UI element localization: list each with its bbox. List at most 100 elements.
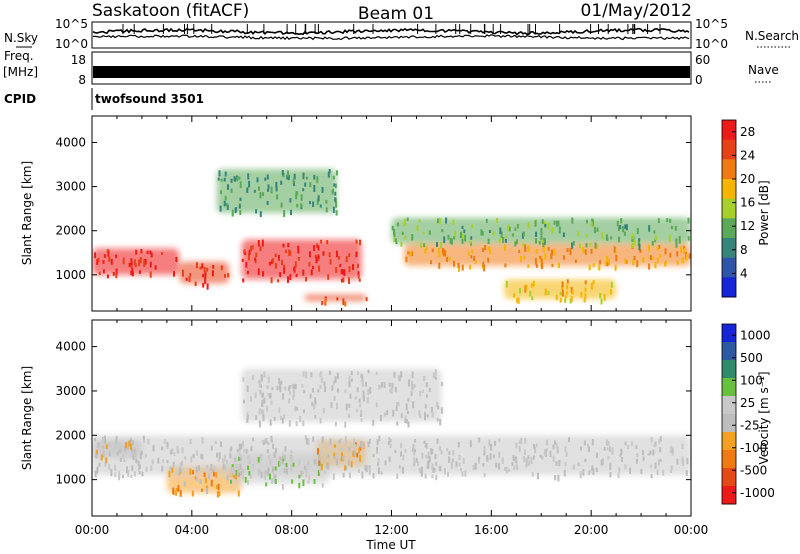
- speck-vel: [563, 469, 566, 477]
- speck-vel: [531, 472, 534, 477]
- speck-power: [288, 249, 291, 257]
- speck-power: [593, 227, 596, 234]
- speck-vel: [368, 439, 371, 444]
- speck-power: [461, 225, 464, 230]
- speck-power: [600, 298, 603, 305]
- speck-vel: [108, 463, 111, 470]
- speck-vel: [431, 411, 434, 418]
- speck-vel: [620, 448, 623, 456]
- speck-power: [580, 292, 583, 298]
- xtick-label: 00:00: [674, 523, 709, 537]
- speck-power: [604, 260, 607, 266]
- speck-vel: [104, 440, 107, 444]
- speck-vel: [307, 460, 310, 466]
- speck-vel: [131, 452, 134, 459]
- speck-power: [357, 263, 359, 269]
- speck-power: [336, 297, 339, 301]
- speck-vel: [455, 462, 458, 467]
- band-vel-4: [241, 368, 442, 422]
- speck-vel: [607, 441, 610, 446]
- speck-vel: [312, 436, 315, 442]
- speck-power: [480, 229, 483, 236]
- speck-vel: [378, 435, 381, 442]
- speck-vel: [191, 490, 194, 497]
- speck-power: [445, 217, 448, 224]
- speck-vel: [450, 462, 453, 469]
- speck-vel: [321, 438, 324, 444]
- speck-power: [202, 282, 205, 288]
- speck-power: [648, 263, 651, 270]
- speck-vel: [415, 458, 418, 463]
- speck-vel: [257, 456, 260, 463]
- speck-power: [542, 242, 545, 247]
- speck-vel: [206, 464, 209, 470]
- speck-vel: [537, 472, 539, 480]
- speck-power: [488, 230, 491, 234]
- speck-power: [551, 249, 553, 256]
- speck-power: [582, 249, 585, 254]
- speck-vel: [235, 464, 238, 470]
- speck-vel: [223, 454, 226, 460]
- speck-vel: [151, 459, 154, 465]
- speck-vel: [626, 445, 629, 450]
- speck-vel: [301, 470, 304, 475]
- speck-vel: [434, 376, 437, 380]
- colorbar-tick-label-vel: -500: [740, 463, 767, 477]
- speck-vel: [515, 442, 518, 449]
- speck-power: [115, 273, 118, 279]
- speck-power: [638, 238, 641, 243]
- speck-vel: [130, 474, 133, 478]
- speck-vel: [405, 403, 408, 411]
- speck-power: [599, 259, 602, 265]
- speck-power: [577, 231, 580, 237]
- speck-power: [625, 260, 628, 264]
- speck-vel: [162, 459, 164, 463]
- colorbar-tick-label-power: 4: [740, 266, 748, 280]
- speck-vel: [307, 438, 310, 446]
- speck-vel: [157, 457, 160, 464]
- speck-power: [515, 239, 518, 245]
- speck-power: [328, 252, 331, 258]
- speck-power: [239, 197, 242, 202]
- speck-vel: [526, 459, 529, 466]
- speck-power: [566, 248, 569, 253]
- speck-power: [450, 238, 453, 245]
- speck-vel: [428, 455, 431, 463]
- speck-vel: [262, 392, 265, 398]
- speck-power: [511, 233, 514, 237]
- speck-power: [654, 262, 657, 269]
- speck-power: [238, 203, 241, 209]
- speck-vel: [319, 384, 322, 390]
- speck-power: [226, 204, 229, 210]
- speck-power: [518, 249, 521, 253]
- speck-power: [425, 246, 428, 250]
- speck-vel: [386, 410, 389, 415]
- speck-vel: [246, 417, 249, 423]
- ytick-label-power: 3000: [55, 180, 86, 194]
- speck-power: [130, 258, 133, 265]
- speck-vel: [407, 379, 410, 387]
- speck-power: [365, 297, 368, 301]
- speck-vel: [520, 437, 523, 445]
- speck-power: [624, 224, 627, 230]
- speck-vel: [347, 459, 350, 466]
- speck-power: [218, 170, 221, 177]
- speck-vel: [128, 440, 131, 447]
- speck-vel: [596, 452, 599, 459]
- speck-vel: [101, 436, 104, 444]
- speck-power: [304, 182, 307, 187]
- speck-power: [606, 255, 609, 262]
- speck-vel: [657, 459, 660, 466]
- speck-vel: [223, 458, 226, 462]
- speck-vel: [411, 371, 414, 379]
- speck-vel: [238, 469, 241, 473]
- speck-vel: [196, 475, 199, 482]
- speck-vel: [119, 457, 122, 462]
- cpid-text: twofsound 3501: [95, 92, 204, 106]
- speck-power: [653, 230, 656, 234]
- speck-vel: [262, 409, 265, 417]
- colorbar-swatch-power: [722, 238, 736, 259]
- speck-vel: [138, 464, 141, 470]
- speck-vel: [161, 465, 164, 472]
- speck-vel: [338, 439, 341, 444]
